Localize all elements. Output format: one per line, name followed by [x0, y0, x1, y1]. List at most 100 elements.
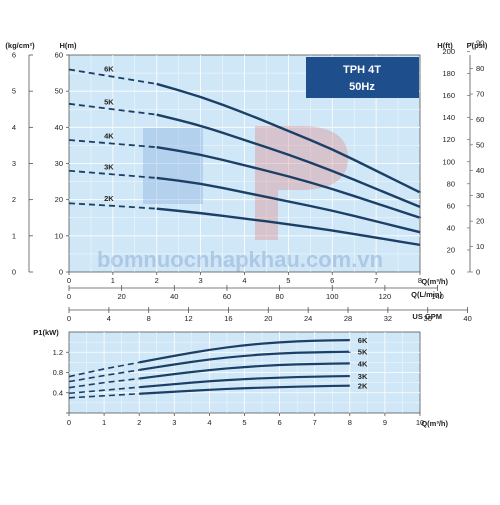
head-curve-label-6k: 6K [104, 65, 114, 74]
top-x-axis-title: Q(m³/h) [421, 277, 448, 286]
head-curve-4k [156, 146, 421, 219]
top-y-tick-label: 40 [55, 123, 63, 132]
hft-axis-title: H(ft) [437, 41, 453, 50]
head-curve-label-2k: 2K [104, 194, 114, 203]
secondary-x-tick-label-0: 140 [431, 292, 444, 301]
kgcm2-tick-label: 1 [12, 231, 16, 240]
top-y-tick-label: 10 [55, 231, 63, 240]
top-y-tick-label: 50 [55, 87, 63, 96]
power-curve-label-5k: 5K [358, 348, 368, 357]
power-curve-5k-dashed [68, 369, 140, 383]
top-x-tick-label: 6 [330, 276, 334, 285]
head-curve-5k-dashed [68, 102, 157, 116]
bottom-x-axis-title: Q(m³/h) [421, 419, 448, 428]
head-curve-6k [156, 82, 421, 194]
psi-tick-label: 30 [476, 191, 484, 200]
power-curve-6k-dashed [68, 361, 140, 378]
kgcm2-tick-label: 5 [12, 87, 16, 96]
psi-tick-label: 70 [476, 90, 484, 99]
power-curve-label-3k: 3K [358, 372, 368, 381]
psi-tick-label: 0 [476, 268, 480, 277]
top-x-tick-label: 2 [155, 276, 159, 285]
hft-tick-label: 60 [447, 201, 455, 210]
head-curve-2k-dashed [68, 202, 157, 210]
top-y-tick-label: 0 [59, 268, 63, 277]
top-y-tick-label: 20 [55, 195, 63, 204]
bottom-y-tick-label: 0.8 [53, 368, 63, 377]
power-curve-6k [138, 339, 350, 364]
bottom-x-tick-label: 8 [348, 418, 352, 427]
hft-tick-label: 40 [447, 223, 455, 232]
kgcm2-tick-label: 4 [12, 123, 16, 132]
kgcm2-tick-label: 0 [12, 268, 16, 277]
bottom-x-tick-label: 7 [313, 418, 317, 427]
hft-tick-label: 180 [442, 69, 455, 78]
psi-tick-label: 80 [476, 64, 484, 73]
kgcm2-tick-label: 6 [12, 51, 16, 60]
model-badge [306, 57, 419, 98]
head-curve-6k-dashed [68, 68, 157, 85]
psi-tick-label: 90 [476, 39, 484, 48]
psi-tick-label: 50 [476, 140, 484, 149]
psi-tick-label: 10 [476, 242, 484, 251]
bottom-x-tick-label: 3 [172, 418, 176, 427]
secondary-x-tick-label-1: 8 [147, 314, 151, 323]
bottom-x-tick-label: 4 [207, 418, 211, 427]
power-curve-4k [139, 362, 350, 380]
head-curve-label-5k: 5K [104, 97, 114, 106]
head-curve-4k-dashed [68, 139, 157, 149]
kgcm2-axis-title: (kg/cm²) [5, 41, 35, 50]
bottom-x-tick-label: 9 [383, 418, 387, 427]
watermark-text: bomnuocnhapkhau.com.vn [97, 247, 383, 272]
top-x-tick-label: 5 [286, 276, 290, 285]
secondary-x-tick-label-1: 16 [224, 314, 232, 323]
psi-tick-label: 20 [476, 217, 484, 226]
secondary-x-tick-label-1: 4 [107, 314, 111, 323]
top-x-tick-label: 1 [111, 276, 115, 285]
secondary-x-tick-label-1: 36 [424, 314, 432, 323]
head-curve-3k-dashed [68, 169, 157, 179]
bottom-x-tick-label: 1 [102, 418, 106, 427]
bottom-y-tick-label: 0.4 [53, 388, 63, 397]
bottom-y-tick-label: 1.2 [53, 348, 63, 357]
secondary-x-tick-label-0: 20 [117, 292, 125, 301]
model-badge-name: TPH 4T [343, 64, 381, 76]
secondary-x-tick-label-1: 24 [304, 314, 312, 323]
model-badge-freq: 50Hz [349, 81, 375, 93]
head-curve-label-4k: 4K [104, 132, 114, 141]
secondary-x-tick-label-0: 60 [223, 292, 231, 301]
head-curve-label-3k: 3K [104, 162, 114, 171]
hft-tick-label: 200 [442, 47, 455, 56]
head-curve-3k [156, 176, 421, 234]
hft-tick-label: 0 [451, 268, 455, 277]
secondary-x-tick-label-0: 40 [170, 292, 178, 301]
head-curve-2k [156, 207, 421, 247]
top-x-tick-label: 8 [418, 276, 422, 285]
secondary-x-tick-label-0: 100 [326, 292, 339, 301]
psi-tick-label: 60 [476, 115, 484, 124]
bottom-x-tick-label: 6 [278, 418, 282, 427]
top-y-tick-label: 60 [55, 51, 63, 60]
power-curve-label-6k: 6K [358, 336, 368, 345]
bottom-x-tick-label: 2 [137, 418, 141, 427]
secondary-x-tick-label-1: 28 [344, 314, 352, 323]
hft-tick-label: 140 [442, 113, 455, 122]
secondary-x-axis-title-1: US GPM [412, 312, 442, 321]
power-curve-5k [139, 350, 350, 372]
secondary-x-tick-label-1: 0 [67, 314, 71, 323]
power-curve-4k-dashed [68, 377, 140, 389]
hft-tick-label: 20 [447, 245, 455, 254]
power-curve-label-4k: 4K [358, 359, 368, 368]
hft-tick-label: 160 [442, 91, 455, 100]
top-y-tick-label: 30 [55, 159, 63, 168]
hft-tick-label: 120 [442, 135, 455, 144]
secondary-x-tick-label-1: 40 [463, 314, 471, 323]
bottom-y-axis-title: P1(kW) [33, 328, 59, 337]
watermark-logo-letter [255, 126, 348, 240]
kgcm2-tick-label: 2 [12, 195, 16, 204]
power-curve-3k-dashed [68, 386, 140, 395]
secondary-x-axis-title-0: Q(L/min) [411, 290, 442, 299]
hft-tick-label: 80 [447, 179, 455, 188]
